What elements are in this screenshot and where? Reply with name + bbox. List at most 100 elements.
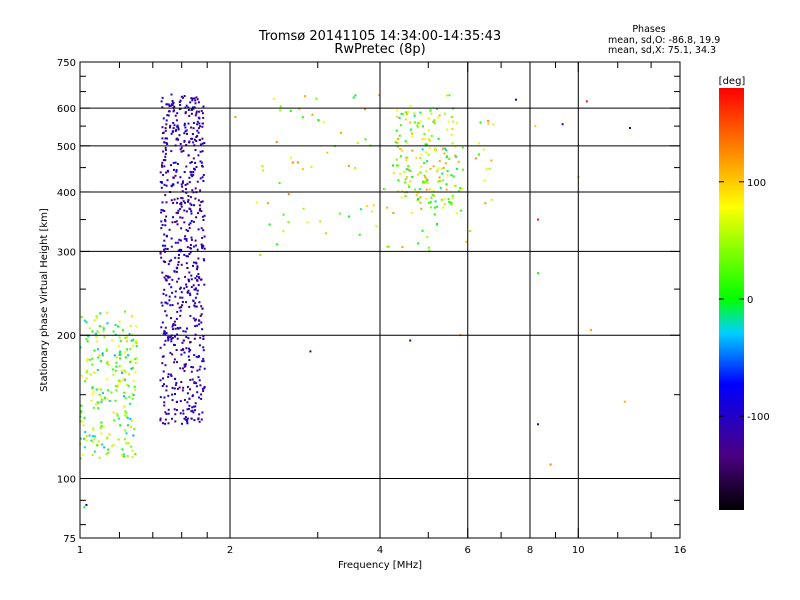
data-point xyxy=(448,200,451,203)
data-point xyxy=(101,398,104,401)
data-point xyxy=(103,396,106,399)
data-point xyxy=(409,121,412,124)
data-point xyxy=(164,247,167,250)
x-tick-label: 16 xyxy=(674,545,687,556)
data-point xyxy=(189,294,192,297)
data-point xyxy=(114,369,117,372)
data-point xyxy=(165,294,168,297)
data-point xyxy=(176,280,179,283)
data-point xyxy=(450,204,453,206)
data-point xyxy=(193,138,196,141)
data-point xyxy=(192,141,195,144)
data-point xyxy=(180,353,183,356)
data-point xyxy=(322,120,325,123)
data-point xyxy=(430,134,433,137)
data-point xyxy=(160,186,163,189)
data-point xyxy=(421,148,424,151)
data-point xyxy=(130,367,133,370)
data-point xyxy=(433,206,436,209)
data-point xyxy=(201,142,204,145)
data-point xyxy=(177,261,180,263)
data-point xyxy=(200,243,203,246)
data-point xyxy=(95,315,98,318)
data-point xyxy=(190,126,193,129)
data-point xyxy=(189,244,192,246)
data-point xyxy=(397,164,400,167)
data-point xyxy=(189,196,192,199)
data-point xyxy=(266,202,269,205)
data-point xyxy=(442,166,445,169)
data-point xyxy=(201,236,204,239)
data-point xyxy=(97,407,100,410)
data-point xyxy=(167,337,170,340)
data-point xyxy=(443,112,446,115)
data-point xyxy=(442,147,444,150)
data-point xyxy=(173,198,176,201)
data-point xyxy=(433,149,436,151)
data-point xyxy=(172,183,175,186)
colorbar-tick-label: -100 xyxy=(747,412,770,423)
data-point xyxy=(161,224,164,226)
data-point xyxy=(409,105,412,108)
data-point xyxy=(100,398,103,401)
data-point xyxy=(175,169,178,172)
data-point xyxy=(174,256,177,259)
data-point xyxy=(174,221,177,223)
data-point xyxy=(442,206,445,209)
data-point xyxy=(173,378,176,381)
data-point xyxy=(160,227,163,230)
data-point xyxy=(176,112,179,115)
data-point xyxy=(427,129,430,132)
data-point xyxy=(174,384,177,387)
data-point xyxy=(195,244,197,247)
data-point xyxy=(450,116,453,118)
data-point xyxy=(180,349,183,352)
data-point xyxy=(124,336,127,339)
data-point xyxy=(458,189,461,192)
data-point xyxy=(426,160,429,163)
data-point xyxy=(196,129,199,132)
data-point xyxy=(451,197,454,200)
data-point xyxy=(161,126,164,129)
data-point xyxy=(185,262,188,265)
data-point xyxy=(119,424,122,427)
data-point xyxy=(287,193,290,196)
data-point xyxy=(436,223,438,225)
data-point xyxy=(197,212,199,215)
data-point xyxy=(113,419,116,422)
axis-ticks xyxy=(79,61,681,539)
data-point xyxy=(194,197,197,200)
data-point xyxy=(194,302,197,305)
data-point xyxy=(443,203,446,206)
data-point xyxy=(116,384,119,387)
data-point xyxy=(169,336,172,338)
y-tick-label: 600 xyxy=(57,104,76,115)
data-point xyxy=(173,105,176,108)
data-point xyxy=(161,304,164,307)
data-point xyxy=(190,97,193,100)
data-point xyxy=(175,400,178,403)
data-point xyxy=(202,338,205,340)
data-point xyxy=(405,156,408,159)
data-point xyxy=(169,126,171,129)
data-point xyxy=(176,310,179,313)
data-point xyxy=(179,142,182,145)
data-point xyxy=(198,139,201,142)
data-point xyxy=(197,257,200,260)
data-point xyxy=(134,388,137,391)
data-point xyxy=(183,417,186,420)
data-point xyxy=(436,108,439,110)
data-point xyxy=(185,144,188,146)
data-point xyxy=(117,325,119,328)
data-point xyxy=(108,433,111,436)
data-point xyxy=(200,161,203,164)
data-point xyxy=(428,201,431,204)
data-point xyxy=(179,309,182,312)
data-point xyxy=(178,253,180,256)
y-tick-label: 300 xyxy=(57,247,76,258)
data-point xyxy=(106,436,109,439)
data-point xyxy=(188,305,191,308)
data-point xyxy=(259,253,262,256)
data-point xyxy=(189,349,192,351)
data-point xyxy=(425,170,428,173)
